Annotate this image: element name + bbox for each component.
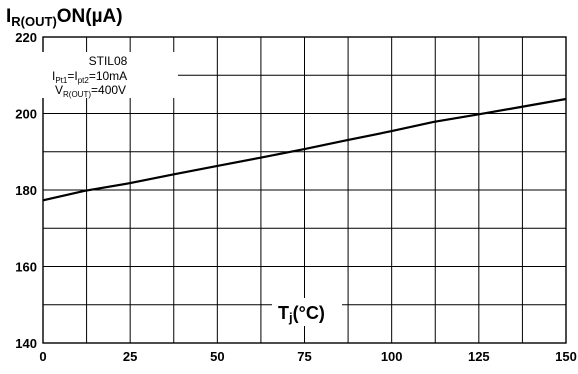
y-tick-label: 200	[15, 107, 37, 122]
y-tick-label: 160	[15, 260, 37, 275]
y-axis-label: IR(OUT)ON(µA)	[6, 6, 123, 29]
annotation-background	[40, 52, 178, 98]
x-tick-label: 0	[39, 349, 46, 364]
x-axis-label-background	[272, 298, 342, 326]
y-tick-label: 180	[15, 183, 37, 198]
y-tick-label: 140	[15, 336, 37, 351]
x-tick-label: 25	[123, 349, 137, 364]
annotation-currents: IPt1=Ipt2=10mA	[52, 69, 127, 85]
x-tick-label: 75	[297, 349, 311, 364]
plot-frame	[42, 36, 567, 344]
grid	[42, 36, 567, 344]
annotation-voltage: VR(OUT)=400V	[55, 83, 126, 99]
x-tick-label: 100	[381, 349, 403, 364]
x-tick-labels: 0 25 50 75 100 125 150	[39, 349, 576, 364]
x-tick-label: 50	[210, 349, 224, 364]
x-axis-label: Tj(°C)	[278, 303, 325, 325]
y-tick-labels: 140 160 180 200 220	[15, 30, 37, 351]
annotation-device: STIL08	[89, 54, 128, 68]
data-line	[42, 97, 567, 202]
x-tick-label: 125	[468, 349, 490, 364]
y-tick-label: 220	[15, 30, 37, 45]
x-tick-label: 150	[555, 349, 577, 364]
